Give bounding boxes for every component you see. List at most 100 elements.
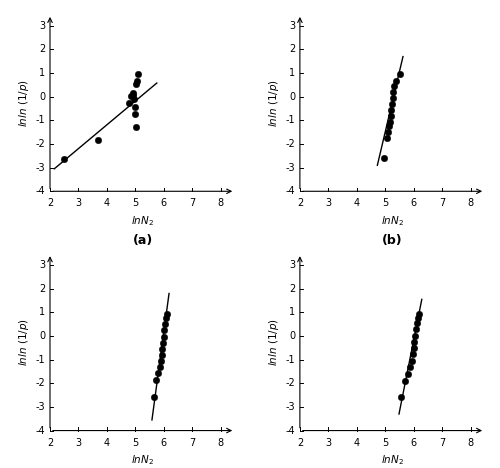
Point [386,118,394,125]
Point [160,326,168,334]
Point [414,314,422,322]
Point [388,106,396,114]
Text: -2: -2 [36,139,46,149]
Text: $\mathit{ln}N_2$: $\mathit{ln}N_2$ [131,453,154,468]
Point [130,103,138,111]
Point [404,370,412,378]
Text: 6: 6 [161,438,167,448]
Text: 1: 1 [39,68,46,78]
Text: -1: -1 [36,355,46,365]
Text: 0: 0 [39,331,46,341]
Text: -4: -4 [286,186,296,196]
Point [380,154,388,162]
Text: 4: 4 [354,438,360,448]
Text: 2: 2 [297,438,303,448]
Text: 2: 2 [47,198,53,208]
Point [410,338,418,346]
Text: 6: 6 [410,438,417,448]
Point [162,314,170,322]
Text: 5: 5 [132,198,138,208]
Text: 5: 5 [382,198,388,208]
Text: 3: 3 [326,438,332,448]
Text: 3: 3 [39,260,46,270]
Point [411,332,419,339]
Point [131,111,139,118]
Text: 7: 7 [190,438,196,448]
Point [390,88,398,96]
Point [158,351,166,358]
Text: 4: 4 [104,198,110,208]
Point [397,394,405,401]
Text: -3: -3 [286,163,296,173]
Point [396,71,404,78]
Point [150,394,158,401]
Text: 3: 3 [76,438,82,448]
Point [392,78,400,85]
Point [385,123,393,130]
Text: 0: 0 [289,92,296,102]
Text: 3: 3 [326,198,332,208]
Text: 8: 8 [218,198,224,208]
Text: 3: 3 [289,260,296,270]
Point [406,363,414,371]
Text: 5: 5 [382,438,388,448]
Point [125,100,133,107]
Text: $\mathit{ln}N_2$: $\mathit{ln}N_2$ [381,214,404,228]
Text: 3: 3 [39,21,46,31]
Text: $\mathit{ln}\mathit{ln}$ (1/$p$): $\mathit{ln}\mathit{ln}$ (1/$p$) [267,318,281,366]
Point [384,128,392,136]
Text: 5: 5 [132,438,138,448]
Text: 0: 0 [39,92,46,102]
Point [132,80,140,88]
Text: 1: 1 [39,307,46,317]
Text: 2: 2 [297,198,303,208]
Point [130,91,138,99]
Text: $\mathit{ln}\mathit{ln}$ (1/$p$): $\mathit{ln}\mathit{ln}$ (1/$p$) [17,318,31,366]
Text: -2: -2 [286,139,296,149]
Point [413,319,421,327]
Text: 2: 2 [39,44,46,54]
Point [408,351,416,358]
Text: -3: -3 [36,163,46,173]
Point [157,357,165,365]
Point [156,363,164,371]
Point [60,156,68,163]
Point [154,369,162,376]
Text: 7: 7 [439,198,446,208]
Point [130,95,138,103]
Point [134,71,142,78]
Text: -1: -1 [286,355,296,365]
Point [94,137,102,144]
Point [412,326,420,333]
Text: -1: -1 [36,116,46,125]
Point [388,100,396,108]
Text: 8: 8 [468,198,474,208]
Text: 3: 3 [289,21,296,31]
Text: -3: -3 [286,402,296,412]
Point [402,377,409,385]
Text: 2: 2 [47,438,53,448]
Point [386,112,394,119]
Text: 2: 2 [289,284,296,294]
Text: 6: 6 [410,198,417,208]
Text: -1: -1 [286,116,296,125]
Point [162,320,170,328]
Text: $\mathit{ln}N_2$: $\mathit{ln}N_2$ [131,214,154,228]
Text: -2: -2 [36,378,46,388]
Text: 6: 6 [161,198,167,208]
Text: 3: 3 [76,198,82,208]
Text: 8: 8 [468,438,474,448]
Point [152,376,160,383]
Text: -4: -4 [36,186,46,196]
Text: 7: 7 [439,438,446,448]
Point [383,134,391,142]
Point [390,82,398,90]
Text: 1: 1 [289,68,296,78]
Text: (a): (a) [132,234,152,247]
Text: 4: 4 [354,198,360,208]
Point [159,339,167,346]
Text: 4: 4 [104,438,110,448]
Point [158,345,166,353]
Point [408,357,416,365]
Point [410,344,418,352]
